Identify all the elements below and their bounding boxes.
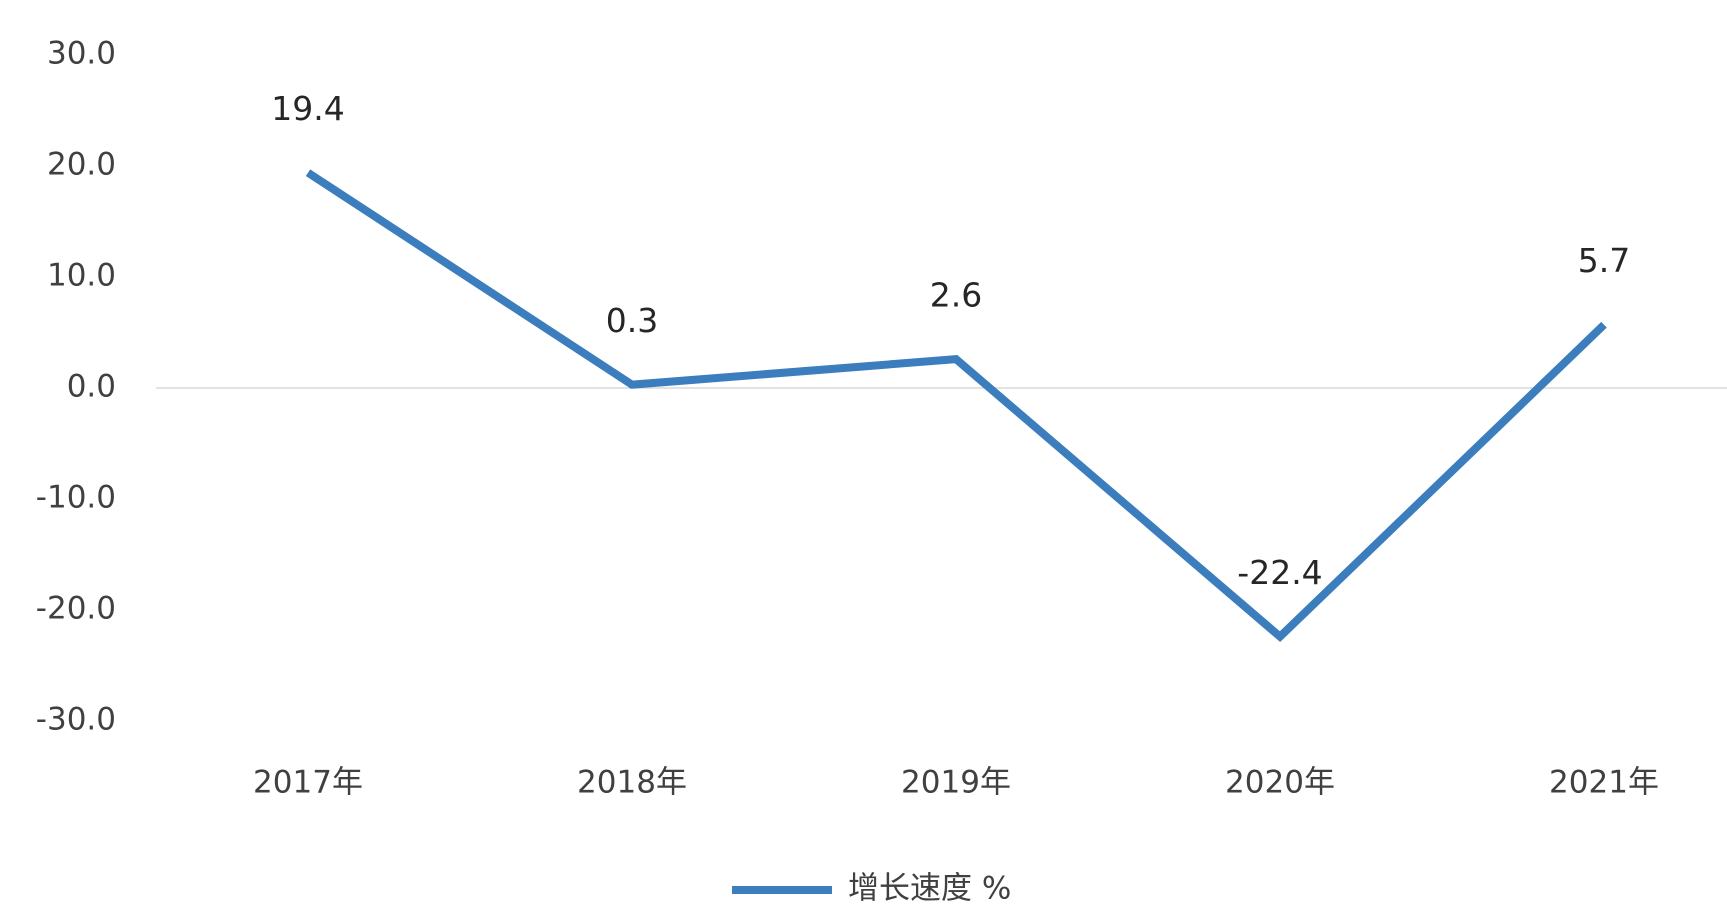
data-label: 19.4: [271, 89, 344, 128]
y-tick-label: -30.0: [36, 702, 116, 738]
data-label: -22.4: [1237, 553, 1322, 592]
x-tick-label: 2018年: [577, 765, 687, 801]
series-line: [305, 169, 1607, 643]
x-tick-label: 2020年: [1225, 765, 1335, 801]
data-label: 5.7: [1578, 241, 1630, 280]
data-label: 0.3: [606, 301, 658, 340]
y-tick-label: 10.0: [47, 258, 116, 294]
x-tick-label: 2017年: [253, 765, 363, 801]
legend-label: 增长速度 %: [848, 871, 1011, 907]
data-label: 2.6: [930, 276, 982, 315]
x-tick-label: 2019年: [901, 765, 1011, 801]
y-tick-label: 0.0: [67, 369, 116, 405]
y-tick-label: -20.0: [36, 591, 116, 627]
x-tick-label: 2021年: [1549, 765, 1659, 801]
y-tick-label: 30.0: [47, 36, 116, 72]
y-tick-label: 20.0: [47, 147, 116, 183]
y-tick-label: -10.0: [36, 480, 116, 516]
